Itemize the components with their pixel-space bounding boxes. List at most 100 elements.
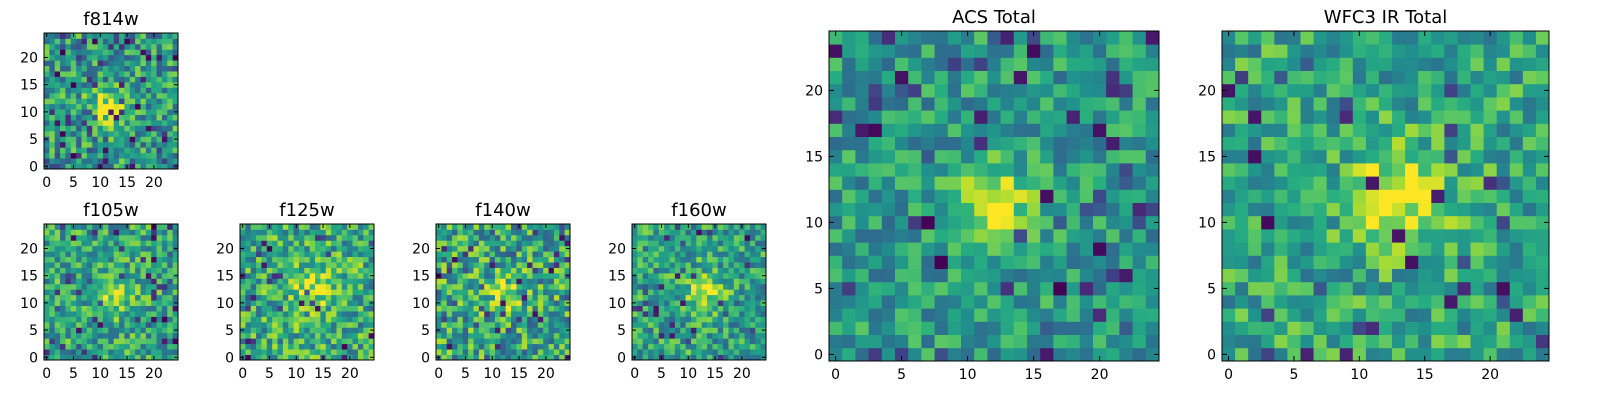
heatmap-cell [108,300,115,306]
heatmap-cell [86,120,93,126]
heatmap-cell [288,229,294,236]
heatmap-cell [347,229,353,236]
heatmap-cell [1093,110,1107,124]
heatmap-cell [250,224,257,230]
heatmap-cell [1365,229,1380,243]
heatmap-cell [277,300,284,306]
heatmap-cell [65,272,72,279]
heatmap-cell [744,343,751,350]
y-tick-label: 15 [216,269,234,285]
heatmap-cell [282,349,289,355]
heatmap-cell [685,316,692,323]
heatmap-cell [172,343,179,350]
heatmap-cell [151,256,157,263]
heatmap-cell [749,240,756,247]
heatmap-cell [653,245,660,252]
heatmap-cell [1378,308,1393,322]
heatmap-cell [161,338,168,345]
heatmap-cell [113,224,120,230]
heatmap-cell [245,256,252,263]
heatmap-cell [44,87,50,94]
heatmap-cell [723,267,729,274]
heatmap-cell [1274,97,1288,111]
heatmap-cell [441,294,448,301]
heatmap-cell [755,332,762,339]
heatmap-cell [1261,149,1275,164]
heatmap-cell [261,349,268,355]
heatmap-cell [1261,176,1275,190]
heatmap-cell [1535,281,1550,296]
heatmap-cell [1040,321,1054,335]
heatmap-cell [441,327,448,334]
heatmap-cell [331,289,337,296]
heatmap-cell [908,334,922,349]
heatmap-cell [500,262,507,268]
heatmap-cell [261,267,268,274]
heatmap-cell [739,338,745,345]
heatmap-cell [712,338,719,345]
heatmap-cell [44,240,50,247]
heatmap-cell [696,267,703,274]
heatmap-cell [331,240,337,247]
heatmap-cell [1248,202,1262,217]
heatmap-cell [733,294,740,301]
heatmap-cell [81,256,88,263]
heatmap-cell [1248,295,1262,309]
heatmap-cell [81,158,88,164]
heatmap-cell [172,98,179,105]
heatmap-cell [86,240,93,247]
heatmap-cell [707,272,713,279]
heatmap-cell [685,305,692,312]
heatmap-cell [1352,123,1367,137]
heatmap-cell [1248,57,1262,71]
heatmap-cell [135,60,141,67]
heatmap-cell [336,349,343,355]
heatmap-cell [60,327,66,334]
heatmap-cell [669,229,676,236]
heatmap-cell [135,338,141,345]
heatmap-cell [1313,321,1328,335]
heatmap-cell [97,283,104,290]
heatmap-cell [331,251,337,258]
heatmap-cell [744,305,751,312]
heatmap-cell [559,327,566,334]
heatmap-cell [564,251,571,258]
heatmap-cell [1339,149,1354,164]
heatmap-cell [527,311,533,317]
heatmap-cell [1222,215,1236,230]
heatmap-cell [240,349,246,355]
heatmap-cell [156,60,163,67]
heatmap-cell [156,224,163,230]
heatmap-cell [744,327,751,334]
heatmap-cell [102,262,109,268]
heatmap-cell [113,65,120,72]
heatmap-cell [696,305,703,312]
heatmap-cell [527,256,533,263]
heatmap-cell [86,256,93,263]
heatmap-cell [511,245,517,252]
heatmap-cell [49,152,56,159]
heatmap-cell [934,268,949,283]
heatmap-cell [685,240,692,247]
heatmap-cell [108,98,115,105]
heatmap-cell [1313,215,1328,230]
heatmap-cell [256,229,262,236]
heatmap-cell [357,245,364,252]
heatmap-cell [86,54,93,61]
heatmap-cell [637,240,644,247]
heatmap-cell [167,256,174,263]
heatmap-cell [325,283,332,290]
heatmap-cell [1079,242,1094,256]
heatmap-cell [516,300,523,306]
heatmap-cell [1300,176,1314,190]
heatmap-cell [119,251,125,258]
heatmap-cell [436,251,442,258]
heatmap-cell [145,158,152,164]
heatmap-cell [521,234,528,241]
heatmap-cell [1027,83,1041,98]
heatmap-cell [172,65,179,72]
heatmap-cell [452,289,458,296]
heatmap-cell [108,283,115,290]
heatmap-cell [1339,57,1354,71]
heatmap-cell [135,49,141,56]
